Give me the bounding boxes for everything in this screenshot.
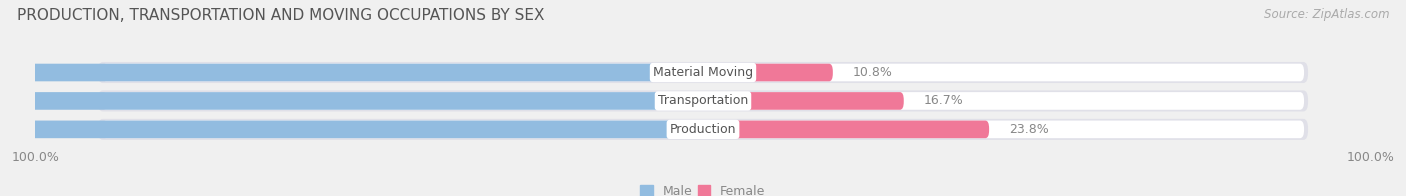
Text: 23.8%: 23.8%	[1010, 123, 1049, 136]
FancyBboxPatch shape	[703, 92, 904, 110]
FancyBboxPatch shape	[0, 64, 703, 81]
Text: Transportation: Transportation	[658, 94, 748, 107]
FancyBboxPatch shape	[98, 62, 1308, 83]
FancyBboxPatch shape	[703, 121, 988, 138]
Text: 16.7%: 16.7%	[924, 94, 963, 107]
Text: Production: Production	[669, 123, 737, 136]
Text: Source: ZipAtlas.com: Source: ZipAtlas.com	[1264, 8, 1389, 21]
FancyBboxPatch shape	[0, 92, 703, 110]
FancyBboxPatch shape	[0, 121, 703, 138]
FancyBboxPatch shape	[98, 90, 1308, 112]
Text: 10.8%: 10.8%	[853, 66, 893, 79]
Legend: Male, Female: Male, Female	[641, 185, 765, 196]
FancyBboxPatch shape	[703, 64, 832, 81]
FancyBboxPatch shape	[103, 92, 1305, 110]
FancyBboxPatch shape	[98, 119, 1308, 140]
Text: Material Moving: Material Moving	[652, 66, 754, 79]
Text: PRODUCTION, TRANSPORTATION AND MOVING OCCUPATIONS BY SEX: PRODUCTION, TRANSPORTATION AND MOVING OC…	[17, 8, 544, 23]
FancyBboxPatch shape	[103, 64, 1305, 81]
FancyBboxPatch shape	[103, 121, 1305, 138]
